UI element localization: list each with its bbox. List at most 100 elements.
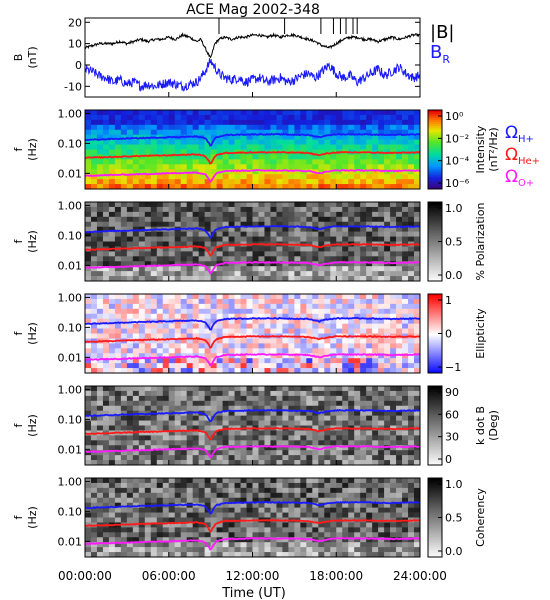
heatmap-cell	[192, 211, 199, 218]
heatmap-cell	[258, 492, 265, 499]
heatmap-cell	[348, 410, 355, 416]
heatmap-cell	[288, 328, 295, 334]
heatmap-cell	[354, 226, 361, 232]
heatmap-cell	[360, 348, 367, 354]
heatmap-cell	[198, 492, 205, 499]
heatmap-cell	[372, 395, 379, 402]
heatmap-cell	[198, 144, 205, 150]
heatmap-cell	[168, 455, 176, 461]
heatmap-cell	[162, 179, 170, 185]
heatmap-cell	[138, 308, 146, 315]
heatmap-cell	[306, 497, 313, 503]
heatmap-cell	[174, 246, 182, 252]
heatmap-cell	[354, 174, 361, 180]
heatmap-cell	[294, 318, 301, 324]
heatmap-cell	[168, 241, 176, 247]
heatmap-cell	[132, 532, 140, 538]
heatmap-cell	[192, 164, 199, 170]
heatmap-cell	[270, 450, 277, 456]
heatmap-cell	[408, 164, 415, 170]
heatmap-cell	[258, 445, 265, 451]
heatmap-cell	[288, 154, 295, 160]
heatmap-cell	[408, 298, 415, 305]
heatmap-cell	[378, 318, 385, 324]
heatmap-cell	[282, 430, 289, 436]
heatmap-cell	[246, 313, 253, 319]
heatmap-cell	[342, 179, 349, 185]
heatmap-cell	[246, 328, 253, 334]
heatmap-cell	[336, 308, 343, 315]
heatmap-cell	[390, 547, 397, 553]
heatmap-cell	[138, 298, 146, 305]
heatmap-cell	[204, 129, 211, 135]
heatmap-cell	[114, 231, 122, 237]
heatmap-cell	[378, 276, 385, 282]
heatmap-cell	[390, 134, 397, 140]
heatmap-cell	[300, 298, 307, 305]
heatmap-cell	[306, 184, 313, 190]
heatmap-cell	[108, 266, 116, 272]
heatmap-cell	[348, 144, 355, 150]
heatmap-cell	[204, 276, 211, 282]
heatmap-cell	[390, 271, 397, 277]
heatmap-cell	[234, 363, 241, 369]
heatmap-cell	[336, 211, 343, 218]
heatmap-cell	[336, 390, 343, 397]
heatmap-cell	[258, 164, 265, 170]
heatmap-cell	[396, 460, 403, 466]
heatmap-cell	[180, 129, 187, 135]
heatmap-cell	[162, 139, 170, 145]
heatmap-cell	[306, 202, 313, 208]
heatmap-cell	[138, 119, 146, 126]
heatmap-cell	[300, 532, 307, 538]
heatmap-cell	[252, 216, 259, 223]
heatmap-cell	[150, 246, 158, 252]
heatmap-cell	[390, 368, 397, 374]
heatmap-cell	[306, 226, 313, 232]
heatmap-cell	[120, 552, 128, 558]
heatmap-cell	[402, 169, 409, 175]
y-tick-label: 1.00	[58, 107, 83, 120]
heatmap-cell	[294, 527, 301, 533]
heatmap-cell	[132, 405, 140, 411]
heatmap-cell	[300, 144, 307, 150]
heatmap-cell	[300, 497, 307, 503]
heatmap-cell	[96, 343, 104, 349]
heatmap-cell	[126, 256, 134, 262]
heatmap-cell	[90, 236, 98, 242]
heatmap-cell	[120, 547, 128, 553]
heatmap-cell	[396, 420, 403, 426]
heatmap-cell	[174, 430, 182, 436]
heatmap-cell	[282, 211, 289, 218]
colorbar-cell	[428, 539, 442, 542]
heatmap-cell	[270, 358, 277, 364]
heatmap-cell	[336, 328, 343, 334]
heatmap-cell	[366, 251, 373, 257]
heatmap-cell	[246, 502, 253, 508]
heatmap-cell	[156, 184, 164, 190]
heatmap-cell	[366, 174, 373, 180]
heatmap-cell	[174, 450, 182, 456]
heatmap-cell	[138, 236, 146, 242]
heatmap-cell	[390, 348, 397, 354]
heatmap-cell	[180, 276, 187, 282]
heatmap-cell	[192, 542, 199, 548]
heatmap-cell	[144, 169, 152, 175]
heatmap-cell	[240, 226, 247, 232]
heatmap-cell	[342, 415, 349, 421]
heatmap-cell	[240, 303, 247, 310]
heatmap-cell	[306, 368, 313, 374]
heatmap-cell	[180, 368, 187, 374]
heatmap-cell	[330, 430, 337, 436]
heatmap-cell	[270, 497, 277, 503]
heatmap-cell	[96, 149, 104, 155]
heatmap-cell	[126, 174, 134, 180]
heatmap-cell	[396, 507, 403, 513]
heatmap-cell	[366, 206, 373, 213]
heatmap-cell	[222, 430, 229, 436]
heatmap-cell	[114, 532, 122, 538]
heatmap-cell	[216, 154, 223, 160]
heatmap-cell	[330, 492, 337, 499]
heatmap-cell	[342, 395, 349, 402]
heatmap-cell	[258, 338, 265, 344]
